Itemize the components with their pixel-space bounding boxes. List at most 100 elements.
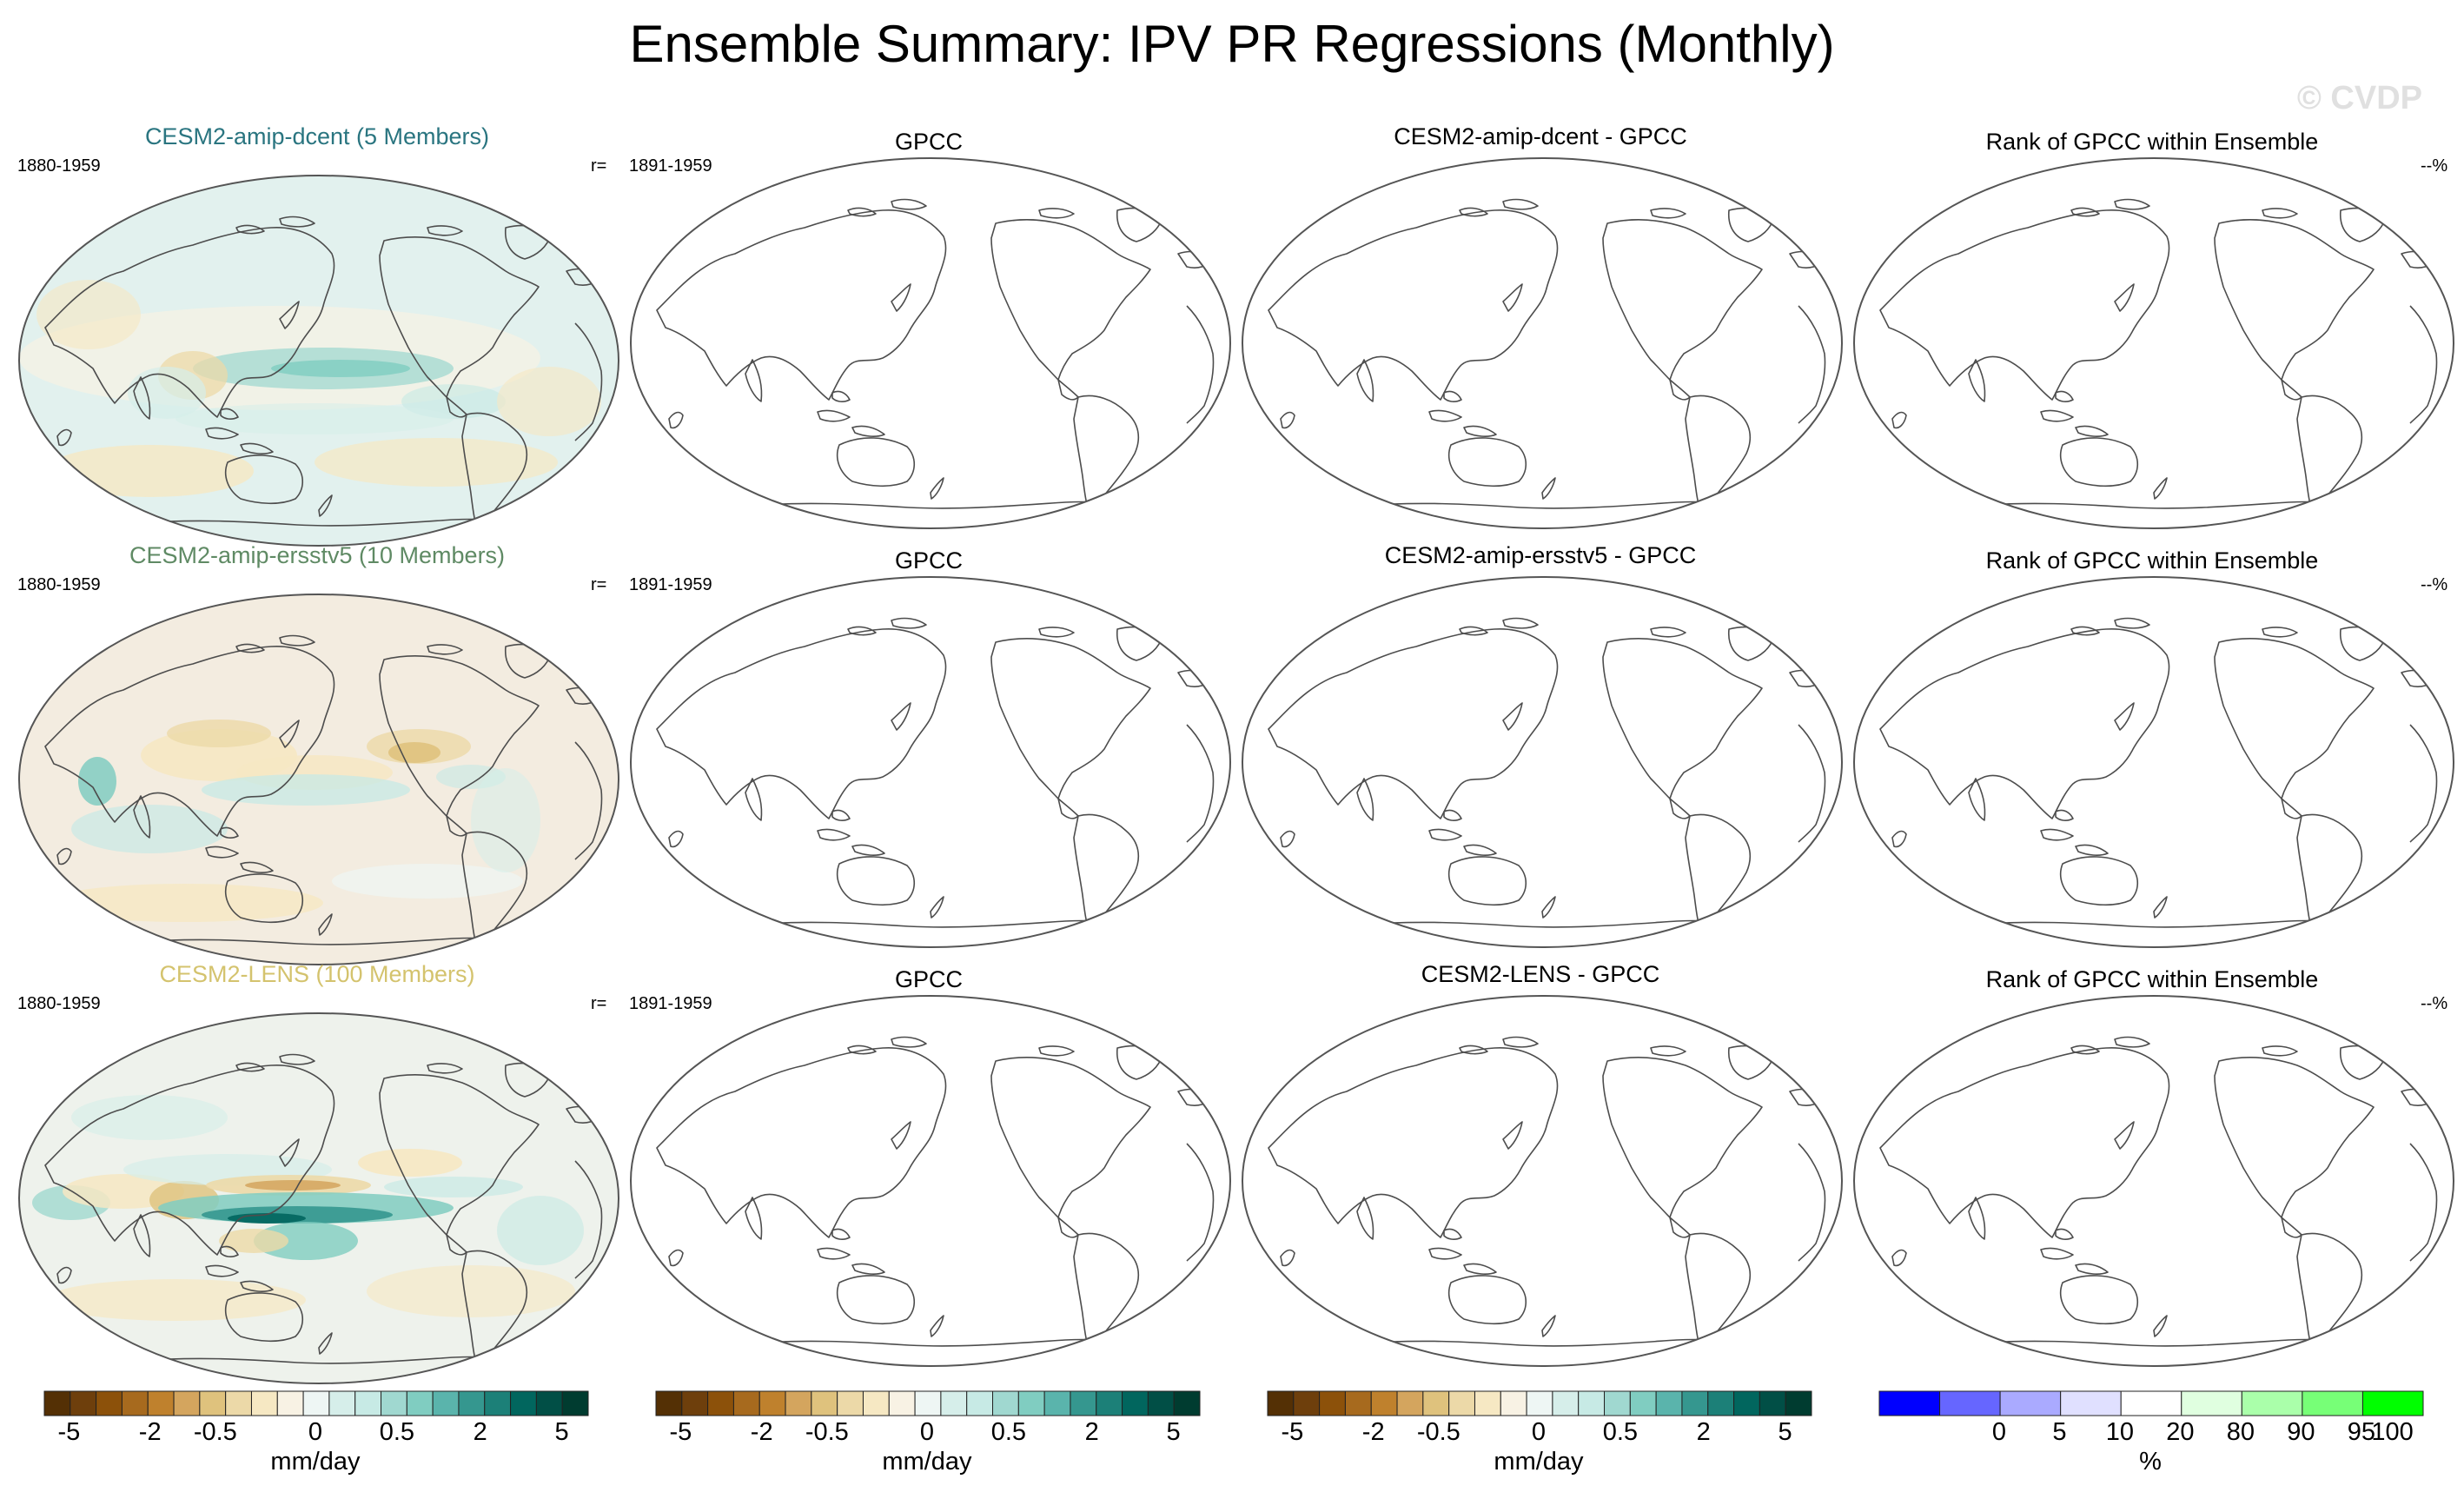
colorbar-swatch — [1070, 1390, 1097, 1416]
coastline — [279, 216, 315, 228]
coastline — [2075, 425, 2109, 437]
colorbar-tick-label: 20 — [2166, 1418, 2195, 1446]
colorbar-swatch — [484, 1390, 512, 1416]
colorbar-tick-label: 0 — [1531, 1418, 1547, 1446]
map-background — [631, 577, 1230, 947]
coastline — [318, 1332, 333, 1355]
colorbar-swatch — [432, 1390, 460, 1416]
coastline — [847, 207, 877, 217]
colorbar-tick-label: -0.5 — [805, 1418, 849, 1446]
colorbar-unit-label: mm/day — [270, 1448, 361, 1476]
colorbar-swatch — [862, 1390, 890, 1416]
colorbar-tick-label: -2 — [1361, 1418, 1385, 1446]
coastline — [2214, 219, 2375, 381]
coastline — [1541, 477, 1556, 500]
coastline — [2114, 1121, 2135, 1150]
coastline — [891, 702, 911, 731]
coastline — [1447, 437, 1527, 488]
map-background — [1242, 577, 1842, 947]
coastline — [1502, 617, 1539, 629]
coastline — [2153, 896, 2168, 919]
coastline — [2114, 283, 2135, 312]
colorbar-tick-label: 0 — [308, 1418, 323, 1446]
coastline — [2070, 207, 2100, 217]
coastline — [2059, 856, 2139, 906]
colorbar-swatch — [1043, 1390, 1071, 1416]
coastline — [1891, 830, 1907, 848]
coastline — [2055, 1228, 2074, 1240]
coastline — [2040, 1247, 2074, 1260]
colorbar-swatch — [1122, 1390, 1149, 1416]
colorbar-swatch — [888, 1390, 916, 1416]
coastline — [656, 209, 947, 401]
anomaly-field — [45, 720, 540, 922]
colorbar-swatch — [70, 1390, 97, 1416]
colorbar-swatch — [1396, 1390, 1424, 1416]
figure-title: Ensemble Summary: IPV PR Regressions (Mo… — [629, 15, 1835, 73]
coastline — [279, 1138, 300, 1167]
coastline — [224, 1292, 304, 1343]
obs-map-1 — [630, 576, 1231, 948]
map-border — [18, 175, 619, 547]
colorbar-tick-label: 90 — [2287, 1418, 2315, 1446]
colorbar-tick-label: 5 — [2052, 1418, 2067, 1446]
colorbar-swatch — [1173, 1390, 1201, 1416]
difference-title: CESM2-amip-dcent - GPCC — [1394, 123, 1687, 149]
coastline — [2262, 627, 2298, 638]
coastline — [279, 720, 300, 748]
colorbar-swatch — [1422, 1390, 1450, 1416]
rank-percent-label: --% — [2421, 156, 2448, 176]
coastline — [279, 301, 300, 329]
colorbar-swatch — [1578, 1390, 1606, 1416]
coastline — [220, 408, 239, 420]
anomaly-region — [167, 720, 271, 747]
ensemble-title: CESM2-amip-dcent (5 Members) — [144, 123, 490, 149]
coastline — [2262, 1045, 2298, 1057]
coastline — [2262, 208, 2298, 219]
ensemble-map-0 — [18, 175, 619, 547]
map-border — [18, 1012, 619, 1384]
colorbar-tick-label: 100 — [2371, 1418, 2414, 1446]
anomaly-region — [254, 1222, 358, 1260]
colorbar-swatch — [1344, 1390, 1372, 1416]
coastline — [1280, 411, 1295, 429]
coastline — [2055, 809, 2074, 821]
rank-map-0 — [1853, 157, 2454, 529]
colorbar-unit-label: mm/day — [882, 1448, 972, 1476]
coastline — [668, 830, 684, 848]
colorbar-swatch — [302, 1390, 330, 1416]
coastline — [2075, 1263, 2109, 1275]
map-background — [631, 996, 1230, 1366]
coastline — [1038, 1045, 1075, 1057]
coastline — [1459, 1045, 1488, 1055]
pattern-correlation-label: r= — [591, 156, 607, 176]
rank-title: Rank of GPCC within Ensemble — [1985, 966, 2319, 992]
coastline — [574, 322, 603, 441]
coastline — [1443, 1228, 1462, 1240]
colorbar-tick-label: -5 — [669, 1418, 692, 1446]
coastline — [930, 477, 944, 500]
coastlines — [656, 1036, 1215, 1353]
coastline — [1186, 305, 1215, 424]
colorbar-swatch — [250, 1390, 278, 1416]
coastline — [1968, 778, 1986, 821]
coastline — [224, 873, 304, 924]
coastline — [1541, 896, 1556, 919]
colorbar-swatch — [406, 1390, 434, 1416]
coastline — [836, 1275, 916, 1325]
anomaly-field — [32, 1095, 584, 1321]
colorbar-swatch — [1939, 1390, 2001, 1416]
colorbar-swatch — [173, 1390, 201, 1416]
colorbar-swatch — [758, 1390, 786, 1416]
coastline — [133, 1214, 151, 1257]
coastline — [1038, 208, 1075, 219]
coastline — [574, 1160, 603, 1279]
coastline — [2214, 638, 2375, 799]
coastline — [2059, 1275, 2139, 1325]
coastline — [379, 655, 540, 817]
coastline — [235, 1062, 265, 1072]
obs-title: GPCC — [894, 547, 963, 574]
colorbar-swatch — [707, 1390, 734, 1416]
colorbar-swatch — [1500, 1390, 1527, 1416]
map-border — [1853, 995, 2454, 1367]
